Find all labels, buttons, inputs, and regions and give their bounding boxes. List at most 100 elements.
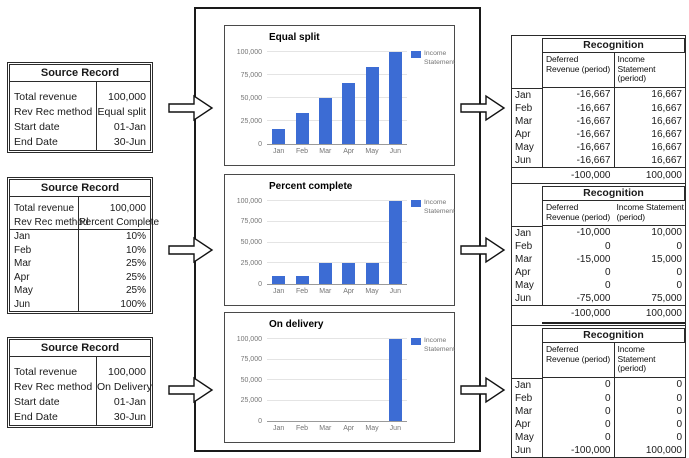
source-record-title: Source Record	[10, 340, 150, 357]
month-label: Feb	[515, 241, 533, 252]
chart-gridline	[267, 358, 407, 360]
field-label: Start date	[14, 121, 60, 133]
field-label: Jun	[14, 298, 31, 310]
chart-gridline	[267, 74, 407, 75]
recognition-corner	[512, 184, 542, 201]
flow-arrow-left-1	[168, 94, 214, 122]
source-field-row: May 25%	[10, 284, 150, 298]
field-value: 01-Jan	[96, 395, 150, 410]
recognition-grid: Recognition Deferred Revenue (period) Inco…	[512, 184, 685, 324]
x-axis-tick-label: Jan	[273, 288, 285, 295]
source-record-inner: Source Record Total revenue 100,000 Rev Re…	[9, 339, 152, 426]
field-value: 30-Jun	[96, 410, 150, 425]
source-record-title: Source Record	[10, 180, 150, 197]
month-label: Jun	[512, 444, 542, 458]
chart-gridline	[267, 379, 407, 380]
income-statement-value: 16,667	[613, 140, 686, 154]
source-record-inner: Source Record Total revenue 100,000 Rev Re…	[9, 179, 159, 312]
chart-legend: Income Statement	[411, 199, 456, 216]
field-label: Feb	[14, 244, 32, 256]
deferred-revenue-column-header: Deferred Revenue (period)	[542, 201, 614, 226]
x-axis-tick-label: Apr	[343, 425, 355, 432]
chart-percent-complete: Percent complete 0 25,000 50,000 75,000 100,…	[224, 174, 455, 306]
field-value: 100,000	[96, 365, 150, 380]
chart-equal-split: Equal split 0 25,000 50,000 75,000 100,000 Ja…	[224, 25, 455, 166]
flow-arrow-right-2	[460, 236, 506, 264]
field-label: End Date	[14, 136, 58, 148]
deferred-revenue-column-header: Deferred Revenue (period)	[542, 53, 614, 88]
chart-gridline	[267, 399, 407, 401]
chart-gridline	[267, 97, 407, 98]
field-label: Apr	[14, 271, 30, 283]
x-axis-tick-label: Feb	[295, 425, 309, 432]
source-field-row: End Date 30-Jun	[10, 135, 150, 150]
deferred-revenue-value: -16,667	[542, 101, 614, 115]
income-statement-value: 0	[613, 417, 686, 431]
field-value: 25%	[78, 257, 150, 271]
deferred-revenue-value: -100,000	[542, 443, 614, 458]
bar-jun	[388, 339, 402, 421]
legend-swatch-icon	[411, 51, 421, 58]
y-axis-tick-label: 50,000	[240, 376, 262, 384]
source-record-table-on-delivery: Source Record Total revenue 100,000 Rev Re…	[7, 337, 153, 428]
x-axis-tick-label: Jun	[389, 148, 401, 155]
month-label: May	[515, 141, 534, 153]
bar-jun	[388, 201, 402, 284]
deferred-revenue-value: -16,667	[542, 140, 614, 154]
x-axis-tick-label: Feb	[295, 288, 309, 295]
source-field-row: End Date 30-Jun	[10, 410, 150, 425]
x-axis-tick-label: May	[365, 288, 379, 295]
y-axis-tick-label: 25,000	[240, 259, 262, 267]
y-axis-tick-label: 75,000	[240, 218, 262, 226]
month-label: Mar	[515, 115, 533, 127]
bar-feb	[295, 275, 309, 284]
legend-label: Income Statement	[424, 199, 455, 215]
deferred-revenue-value: 0	[542, 430, 614, 444]
income-statement-column-header: Income Statement (period)	[613, 53, 685, 88]
y-axis-tick-label: 75,000	[240, 356, 262, 363]
x-axis-tick-label: Mar	[319, 288, 332, 295]
y-axis-tick-label: 50,000	[240, 239, 262, 246]
source-field-row: Start date 01-Jan	[10, 120, 150, 135]
bar-may	[365, 263, 379, 284]
bar-may	[365, 67, 379, 144]
field-label: Total revenue	[14, 91, 78, 103]
field-value: 100%	[78, 297, 150, 311]
field-value: On Delivery	[96, 380, 156, 395]
x-axis-tick-label: Jan	[273, 425, 285, 432]
bar-jan	[272, 275, 286, 284]
y-axis-tick-label: 0	[258, 417, 262, 425]
source-field-row: Jun 100%	[10, 297, 150, 311]
y-axis-tick-label: 100,000	[236, 197, 262, 205]
month-label: Feb	[515, 392, 533, 404]
y-axis-tick-label: 100,000	[236, 335, 262, 343]
recognition-table-equal-split: Recognition Deferred Revenue (period) Inco…	[511, 35, 686, 190]
field-value: 100,000	[78, 202, 150, 216]
income-statement-value: 0	[613, 404, 686, 418]
y-axis-tick-label: 0	[258, 280, 262, 288]
income-statement-value: 10,000	[651, 227, 682, 238]
field-label: Rev Rec method	[14, 106, 93, 118]
month-label: May	[515, 431, 534, 443]
y-axis-tick-label: 25,000	[240, 117, 262, 125]
field-value: 01-Jan	[96, 120, 150, 135]
chart-gridline	[267, 220, 407, 222]
field-value: 25%	[78, 270, 150, 284]
recognition-title: Recognition	[542, 38, 685, 53]
field-value: Equal split	[96, 105, 150, 120]
x-axis-tick-label: Feb	[295, 148, 309, 155]
source-field-row: Total revenue 100,000	[10, 90, 150, 105]
month-label: May	[515, 280, 534, 291]
chart-legend: Income Statement	[411, 50, 456, 67]
source-field-row: Jan 10%	[10, 229, 150, 244]
y-axis-tick-label: 50,000	[240, 94, 262, 102]
chart-gridline	[267, 51, 407, 52]
x-axis-tick-label: Apr	[343, 288, 355, 295]
flow-arrow-right-1	[460, 94, 506, 122]
chart-on-delivery: On delivery 0 25,000 50,000 75,000 100,000 Ja…	[224, 312, 455, 443]
legend-label: Income Statement	[424, 337, 455, 353]
income-statement-column-header: Income Statement (period)	[613, 201, 685, 226]
x-axis-tick-label: May	[365, 425, 379, 432]
field-value: 10%	[78, 230, 150, 244]
deferred-revenue-value: -16,667	[542, 87, 614, 102]
